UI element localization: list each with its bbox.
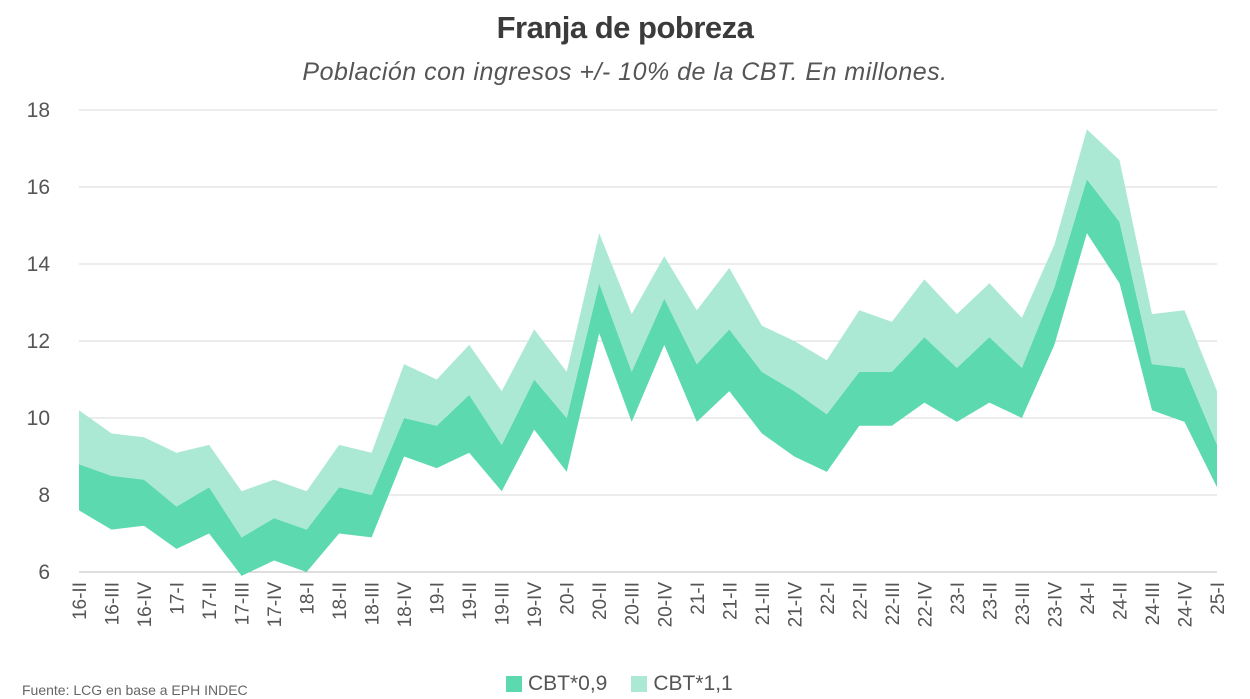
x-tick-label: 22-IV (915, 582, 936, 628)
x-tick-label: 20-IV (655, 582, 676, 628)
x-tick-label: 23-I (948, 582, 969, 615)
x-tick-label: 19-III (493, 582, 514, 625)
area-layer (79, 129, 1217, 576)
x-tick-label: 24-II (1111, 582, 1132, 620)
x-tick-label: 25-I (1208, 582, 1229, 615)
x-tick-label: 16-IV (135, 582, 156, 628)
series-area-0 (79, 179, 1217, 576)
y-tick-label: 18 (27, 99, 50, 122)
x-tick-label: 18-I (298, 582, 319, 615)
x-tick-label: 19-I (428, 582, 449, 615)
chart-subtitle: Población con ingresos +/- 10% de la CBT… (302, 58, 948, 86)
x-tick-label: 21-II (720, 582, 741, 620)
legend-swatch-cbt-1-1 (631, 676, 648, 692)
y-tick-label: 6 (38, 561, 50, 584)
chart-title: Franja de pobreza (496, 10, 754, 45)
legend-label-cbt-0-9: CBT*0,9 (528, 672, 608, 695)
x-tick-label: 16-III (103, 582, 124, 625)
x-tick-label: 18-III (363, 582, 384, 625)
x-tick-label: 24-I (1078, 582, 1099, 615)
x-tick-label: 24-III (1143, 582, 1164, 625)
legend-label-cbt-1-1: CBT*1,1 (653, 672, 733, 695)
source-note: Fuente: LCG en base a EPH INDEC (22, 682, 248, 698)
legend-item-cbt-0-9: CBT*0,9 (506, 672, 607, 696)
x-tick-label: 22-I (818, 582, 839, 615)
y-tick-label: 14 (27, 253, 51, 276)
x-tick-label: 20-II (590, 582, 611, 620)
x-tick-label: 17-IV (265, 582, 286, 628)
x-tick-label: 17-III (233, 582, 254, 625)
y-tick-label: 10 (27, 407, 50, 430)
y-tick-label: 12 (27, 330, 50, 353)
x-tick-label: 23-II (980, 582, 1001, 620)
x-tick-label: 23-IV (1045, 582, 1066, 628)
legend-swatch-cbt-0-9 (506, 676, 522, 692)
x-tick-label: 21-I (688, 582, 709, 615)
y-tick-label: 16 (27, 176, 50, 199)
y-axis: 6 8 10 12 14 16 18 (27, 99, 51, 584)
x-tick-label: 17-II (200, 582, 221, 620)
x-tick-label: 23-III (1013, 582, 1034, 625)
legend: CBT*0,9 CBT*1,1 (506, 672, 733, 696)
x-tick-label: 18-II (330, 582, 351, 620)
y-tick-label: 8 (38, 484, 50, 507)
legend-item-cbt-1-1: CBT*1,1 (631, 672, 733, 696)
x-tick-label: 22-III (883, 582, 904, 625)
series-area-1 (79, 129, 1217, 538)
x-tick-label: 22-II (850, 582, 871, 620)
x-tick-label: 19-II (460, 582, 481, 620)
x-axis: 16-II 16-III 16-IV 17-I 17-II 17-III 17-IV 18-I… (70, 582, 1229, 628)
x-tick-label: 16-II (70, 582, 91, 620)
x-tick-label: 20-I (558, 582, 579, 615)
x-tick-label: 18-IV (395, 582, 416, 628)
x-tick-label: 21-III (753, 582, 774, 625)
x-tick-label: 20-III (623, 582, 644, 625)
x-tick-label: 21-IV (785, 582, 806, 628)
x-tick-label: 24-IV (1176, 582, 1197, 628)
x-tick-label: 17-I (168, 582, 189, 615)
x-tick-label: 19-IV (525, 582, 546, 628)
